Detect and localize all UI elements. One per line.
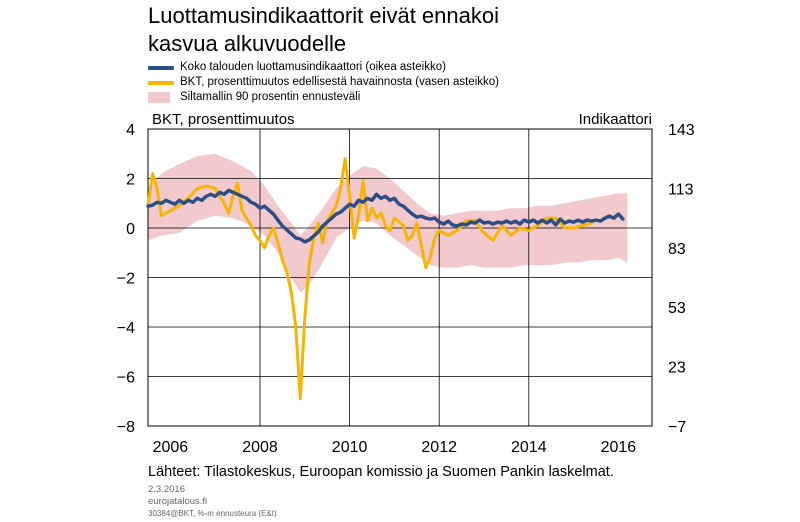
left-tick-label: 0: [126, 221, 135, 238]
legend-item-indicator: Koko talouden luottamusindikaattori (oik…: [148, 60, 499, 75]
legend-swatch-band: [148, 92, 170, 103]
right-tick-label: 83: [668, 241, 686, 258]
legend-swatch-indicator: [148, 65, 174, 70]
left-tick-label: −8: [117, 419, 135, 436]
right-axis-title: Indikaattori: [579, 111, 652, 128]
title-line-2: kasvua alkuvuodelle: [148, 31, 347, 56]
left-axis-title: BKT, prosenttimuutos: [152, 111, 295, 128]
site-note: eurojatalous.fi: [148, 496, 208, 507]
x-tick-label: 2012: [421, 439, 457, 456]
chart-title: Luottamusindikaattorit eivät ennakoi kas…: [148, 2, 768, 58]
legend: Koko talouden luottamusindikaattori (oik…: [148, 60, 499, 105]
x-tick-label: 2006: [153, 439, 189, 456]
legend-label-indicator: Koko talouden luottamusindikaattori (oik…: [180, 61, 446, 73]
legend-label-gdp: BKT, prosenttimuutos edellisestä havainn…: [180, 76, 499, 88]
date-note: 2.3.2016: [148, 484, 185, 495]
x-tick-label: 2016: [601, 439, 637, 456]
right-tick-label: 53: [668, 300, 686, 317]
left-tick-label: −2: [117, 271, 135, 288]
right-tick-label: 143: [668, 122, 695, 139]
plot-frame: [147, 128, 653, 427]
left-tick-label: 2: [126, 172, 135, 189]
right-tick-label: 23: [668, 360, 686, 377]
left-tick-label: −4: [117, 320, 135, 337]
right-tick-label: 113: [668, 181, 694, 198]
title-line-1: Luottamusindikaattorit eivät ennakoi: [148, 3, 499, 28]
right-tick-label: −7: [668, 419, 686, 436]
forecast-band: [148, 153, 628, 293]
code-note: 30384@BKT, %-m ennusteura (E&t): [148, 509, 277, 518]
legend-item-gdp: BKT, prosenttimuutos edellisestä havainn…: [148, 75, 499, 90]
legend-label-band: Siltamallin 90 prosentin ennusteväli: [180, 91, 361, 103]
x-tick-label: 2010: [332, 439, 368, 456]
source-note: Lähteet: Tilastokeskus, Euroopan komissi…: [148, 464, 614, 480]
left-tick-label: 4: [126, 122, 135, 139]
x-tick-label: 2014: [511, 439, 547, 456]
indicator-series-line: [146, 188, 625, 244]
x-tick-label: 2008: [242, 439, 278, 456]
legend-item-band: Siltamallin 90 prosentin ennusteväli: [148, 90, 499, 105]
left-tick-label: −6: [117, 370, 135, 387]
legend-swatch-gdp: [148, 80, 174, 85]
